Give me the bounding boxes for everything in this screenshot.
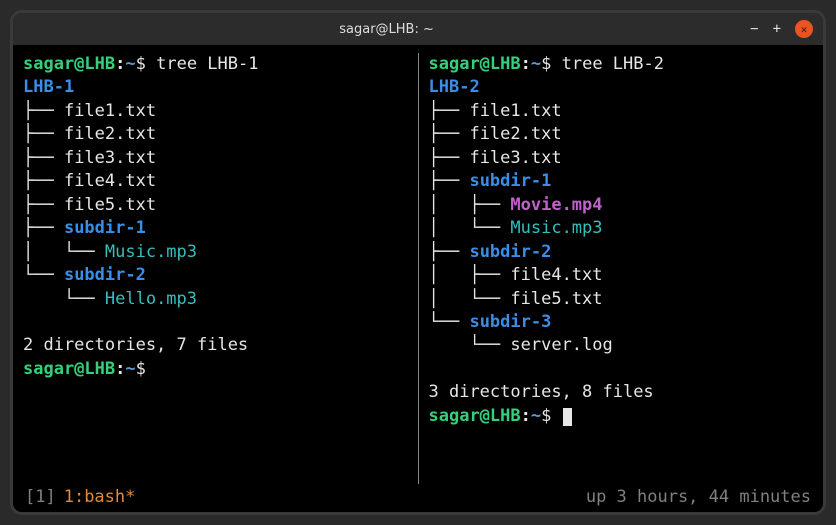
prompt-symbol: $ <box>136 359 146 379</box>
tree-entry-name: subdir-1 <box>64 218 146 238</box>
tree-entry-name: subdir-3 <box>469 312 551 332</box>
prompt-path: ~ <box>125 54 135 74</box>
close-button[interactable]: ✕ <box>795 20 813 38</box>
tree-line: └── subdir-2 <box>23 264 408 287</box>
blank-line <box>429 358 814 381</box>
tree-entry-name: file5.txt <box>510 289 602 309</box>
tree-entry-name: file5.txt <box>64 195 156 215</box>
prompt-user: sagar@LHB <box>429 406 521 426</box>
tree-entry-name: file4.txt <box>510 265 602 285</box>
terminal-pane-left[interactable]: sagar@LHB:~$ tree LHB-1LHB-1├── file1.tx… <box>13 51 418 486</box>
tree-line: └── subdir-3 <box>429 311 814 334</box>
tree-entry-name: server.log <box>510 335 612 355</box>
terminal-line: sagar@LHB:~$ tree LHB-1 <box>23 53 408 76</box>
tree-entry-name: Hello.mp3 <box>105 289 197 309</box>
tree-entry-name: file3.txt <box>64 148 156 168</box>
prompt-sep: : <box>521 406 531 426</box>
tree-summary: 2 directories, 7 files <box>23 334 408 357</box>
prompt-path: ~ <box>125 359 135 379</box>
minimize-button[interactable]: − <box>750 22 758 36</box>
tree-line: ├── subdir-1 <box>429 170 814 193</box>
prompt-user: sagar@LHB <box>429 54 521 74</box>
prompt-symbol: $ <box>541 406 551 426</box>
prompt-sep: : <box>115 359 125 379</box>
tree-entry-name: subdir-2 <box>469 242 551 262</box>
tree-line: ├── file5.txt <box>23 194 408 217</box>
prompt-user: sagar@LHB <box>23 359 115 379</box>
cursor <box>563 408 572 426</box>
tree-line: ├── file1.txt <box>429 100 814 123</box>
terminal-window: sagar@LHB: ~ − + ✕ sagar@LHB:~$ tree LHB… <box>10 10 826 515</box>
tree-entry-name: Music.mp3 <box>105 242 197 262</box>
tmux-statusbar: [1] 1:bash* up 3 hours, 44 minutes <box>13 486 823 512</box>
tree-summary: 3 directories, 8 files <box>429 381 814 404</box>
tree-line: │ └── Music.mp3 <box>429 217 814 240</box>
prompt-sep: : <box>115 54 125 74</box>
tree-line: │ ├── file4.txt <box>429 264 814 287</box>
tree-line: │ └── Music.mp3 <box>23 241 408 264</box>
tree-entry-name: subdir-1 <box>469 171 551 191</box>
prompt-path: ~ <box>531 406 541 426</box>
tree-line: ├── file3.txt <box>429 147 814 170</box>
tree-entry-name: file1.txt <box>469 101 561 121</box>
tree-root: LHB-2 <box>429 76 814 99</box>
tree-entry-name: Music.mp3 <box>510 218 602 238</box>
titlebar-buttons: − + ✕ <box>750 20 813 38</box>
tree-entry-name: Movie.mp4 <box>510 195 602 215</box>
tree-line: ├── subdir-1 <box>23 217 408 240</box>
terminal-line: sagar@LHB:~$ tree LHB-2 <box>429 53 814 76</box>
blank-line <box>23 311 408 334</box>
terminal-area[interactable]: sagar@LHB:~$ tree LHB-1LHB-1├── file1.tx… <box>13 45 823 486</box>
prompt-sep: : <box>521 54 531 74</box>
status-window-tab[interactable]: 1:bash* <box>64 487 136 507</box>
command-text: tree LHB-2 <box>551 54 664 74</box>
tree-line: │ └── file5.txt <box>429 288 814 311</box>
prompt-symbol: $ <box>541 54 551 74</box>
status-session: [1] <box>25 487 56 507</box>
command-text: tree LHB-1 <box>146 54 259 74</box>
terminal-pane-right[interactable]: sagar@LHB:~$ tree LHB-2LHB-2├── file1.tx… <box>419 51 824 486</box>
prompt-symbol: $ <box>136 54 146 74</box>
tree-line: ├── subdir-2 <box>429 241 814 264</box>
tree-line: └── Hello.mp3 <box>23 288 408 311</box>
tree-line: ├── file1.txt <box>23 100 408 123</box>
tree-line: │ ├── Movie.mp4 <box>429 194 814 217</box>
prompt-path: ~ <box>531 54 541 74</box>
tree-entry-name: file3.txt <box>469 148 561 168</box>
tree-entry-name: file2.txt <box>469 124 561 144</box>
titlebar: sagar@LHB: ~ − + ✕ <box>13 13 823 45</box>
tree-root: LHB-1 <box>23 76 408 99</box>
tree-line: ├── file2.txt <box>23 123 408 146</box>
tree-line: ├── file2.txt <box>429 123 814 146</box>
tree-entry-name: file4.txt <box>64 171 156 191</box>
tree-entry-name: file2.txt <box>64 124 156 144</box>
maximize-button[interactable]: + <box>773 22 781 36</box>
tree-line: ├── file3.txt <box>23 147 408 170</box>
tree-line: └── server.log <box>429 334 814 357</box>
terminal-line: sagar@LHB:~$ <box>429 405 814 428</box>
terminal-line: sagar@LHB:~$ <box>23 358 408 381</box>
status-uptime: up 3 hours, 44 minutes <box>586 487 811 507</box>
tree-entry-name: file1.txt <box>64 101 156 121</box>
tree-line: ├── file4.txt <box>23 170 408 193</box>
window-title: sagar@LHB: ~ <box>23 22 750 37</box>
tree-entry-name: subdir-2 <box>64 265 146 285</box>
prompt-user: sagar@LHB <box>23 54 115 74</box>
